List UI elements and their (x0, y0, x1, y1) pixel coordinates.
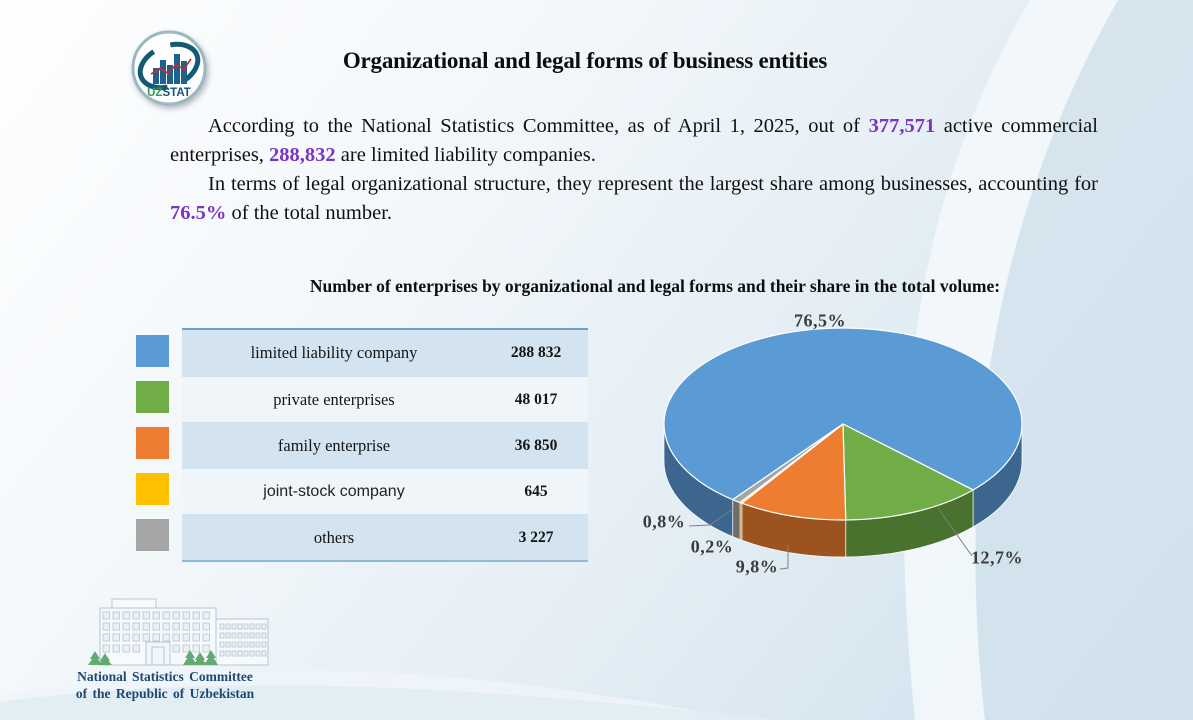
building-entrance (145, 641, 171, 666)
pie-slice-3 (741, 423, 847, 521)
intro-text: are limited liability companies. (335, 144, 596, 166)
building-rooftop (111, 598, 157, 609)
pie-percent-label-3: 9,8% (735, 556, 779, 577)
legend-category-value: 645 (524, 482, 548, 500)
intro-text-block: According to the National Statistics Com… (170, 112, 1098, 228)
logo-swoosh (137, 41, 201, 91)
logo-wordmark: UZSTAT (147, 87, 191, 99)
page-title: Organizational and legal forms of busine… (342, 48, 828, 73)
legend-swatch-4 (136, 473, 169, 505)
legend-row: private enterprises 48 017 (182, 376, 588, 422)
section-heading: Number of enterprises by organizational … (309, 276, 1001, 296)
intro-paragraph-2: In terms of legal organizational structu… (170, 170, 1098, 228)
logo-bar-chart (153, 54, 187, 84)
legend-category-value: 3 227 (518, 528, 554, 546)
legend-row: limited liability company 288 832 (182, 330, 588, 376)
intro-text: active commercial enterprises, (170, 115, 1098, 166)
legend-swatch-5 (136, 519, 169, 551)
pie-leader-line-5 (688, 508, 734, 527)
intro-text: According to the National Statistics Com… (208, 115, 869, 137)
legend-row: joint-stock company 645 (182, 468, 588, 514)
pie-slice-1 (663, 327, 1023, 501)
footer-line-2: of the Republic of Uzbekistan (75, 686, 255, 701)
stat-llc-share: 76.5% (170, 202, 227, 224)
legend-row: family enterprise 36 850 (182, 422, 588, 468)
pie-slice-side (732, 499, 741, 541)
legend-swatch-3 (136, 427, 169, 459)
legend-table: limited liability company 288 832 private … (182, 328, 588, 562)
footer-line-1: National Statistics Committee (77, 669, 253, 684)
legend-category-value: 288 832 (510, 344, 562, 361)
intro-text: of the total number. (226, 202, 393, 224)
footer-caption: National Statistics Committee of the Rep… (60, 668, 270, 702)
legend-category-label: others (313, 527, 355, 547)
logo-trend-dots (158, 63, 186, 75)
legend-category-value: 48 017 (514, 390, 558, 408)
legend-category-label: family enterprise (277, 435, 391, 455)
pie-slice-2 (842, 423, 974, 521)
legend-category-label: joint-stock company (263, 482, 405, 500)
legend-row: others 3 227 (182, 514, 588, 560)
pie-percent-label-5: 0,8% (642, 511, 686, 532)
building-windows (102, 611, 267, 657)
legend-category-label: limited liability company (250, 343, 418, 362)
stat-total-enterprises: 377,571 (868, 115, 936, 137)
legend-category-label: private enterprises (273, 389, 395, 409)
stat-llc-count: 288,832 (269, 144, 336, 166)
uzstat-logo: UZSTAT (131, 30, 207, 106)
pie-percent-label-1: 76,5% (794, 310, 846, 331)
pie-leader-line-3 (779, 545, 789, 570)
pie-percent-label-4: 0,2% (690, 536, 734, 557)
statistics-committee-building-illustration (88, 598, 269, 666)
building-trees (88, 650, 218, 665)
logo-trend-line (150, 58, 192, 75)
intro-text: In terms of legal organizational structu… (208, 173, 1098, 195)
pie-percent-label-2: 12,7% (971, 547, 1023, 568)
legend-category-value: 36 850 (514, 436, 558, 454)
pie-leader-line-2 (937, 507, 973, 557)
legend-swatch-1 (136, 335, 169, 367)
legend-swatch-2 (136, 381, 169, 413)
pie-slice-5 (732, 423, 844, 504)
intro-paragraph-1: According to the National Statistics Com… (170, 112, 1098, 170)
